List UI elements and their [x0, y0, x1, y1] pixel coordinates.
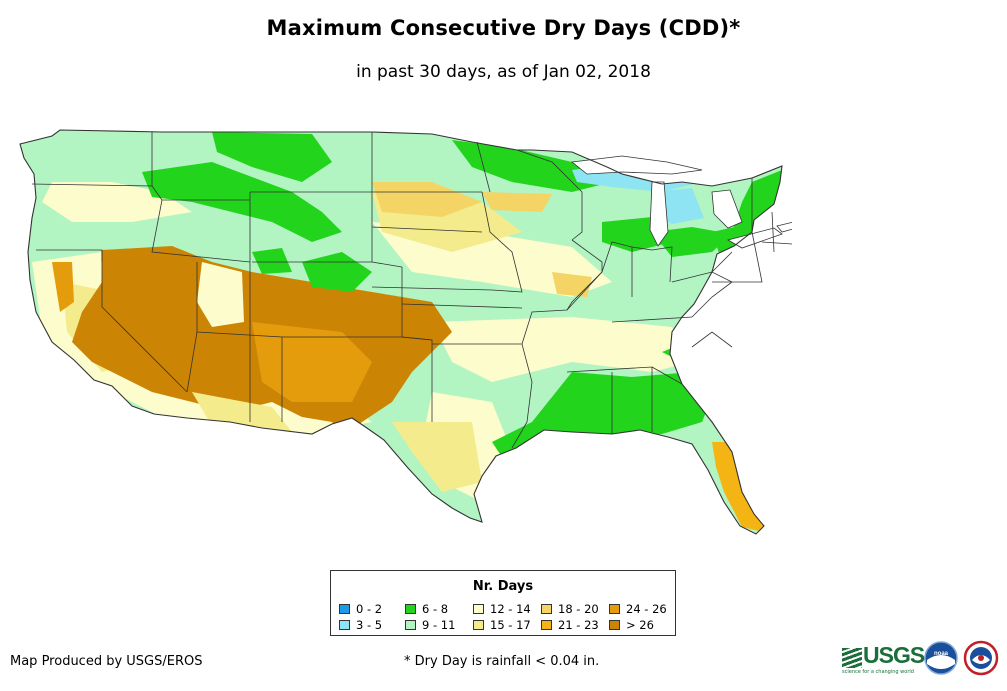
usgs-tagline: science for a changing world	[842, 669, 914, 675]
legend-item-0-2: 0 - 2	[339, 602, 382, 616]
legend-item-24-26: 24 - 26	[609, 602, 667, 616]
legend-item-3-5: 3 - 5	[339, 618, 382, 632]
dry-day-footnote: * Dry Day is rainfall < 0.04 in.	[404, 654, 600, 669]
us-map-svg	[19, 129, 805, 535]
noaa-logo-text: noaa	[934, 651, 949, 657]
noaa-logo-icon: noaa	[924, 641, 958, 675]
legend-swatch	[541, 620, 552, 630]
legend-item-6-8: 6 - 8	[405, 602, 448, 616]
legend-swatch	[405, 620, 416, 630]
legend-item-15-17: 15 - 17	[473, 618, 531, 632]
legend-swatch	[473, 604, 484, 614]
legend-swatch	[339, 604, 350, 614]
nws-logo-icon	[963, 640, 999, 676]
map-credit: Map Produced by USGS/EROS	[10, 654, 203, 669]
map-title: Maximum Consecutive Dry Days (CDD)*	[266, 16, 741, 40]
usgs-logo-text: USGS	[863, 642, 925, 668]
us-map	[12, 122, 805, 542]
legend-swatch	[473, 620, 484, 630]
legend-swatch	[609, 604, 620, 614]
legend-item-12-14: 12 - 14	[473, 602, 531, 616]
agency-logos: USGS science for a changing world noaa	[842, 640, 1002, 680]
legend-item-9-11: 9 - 11	[405, 618, 455, 632]
legend: Nr. Days 0 - 2 3 - 5 6 - 8 9 - 11 12 - 1…	[330, 570, 676, 636]
legend-item-18-20: 18 - 20	[541, 602, 599, 616]
legend-title: Nr. Days	[472, 579, 534, 594]
legend-swatch	[405, 604, 416, 614]
legend-item-21-23: 21 - 23	[541, 618, 599, 632]
legend-swatch	[339, 620, 350, 630]
map-subtitle: in past 30 days, as of Jan 02, 2018	[356, 62, 651, 82]
usgs-mark-icon	[842, 648, 862, 668]
legend-swatch	[541, 604, 552, 614]
legend-swatch	[609, 620, 620, 630]
legend-item-over-26: > 26	[609, 618, 654, 632]
